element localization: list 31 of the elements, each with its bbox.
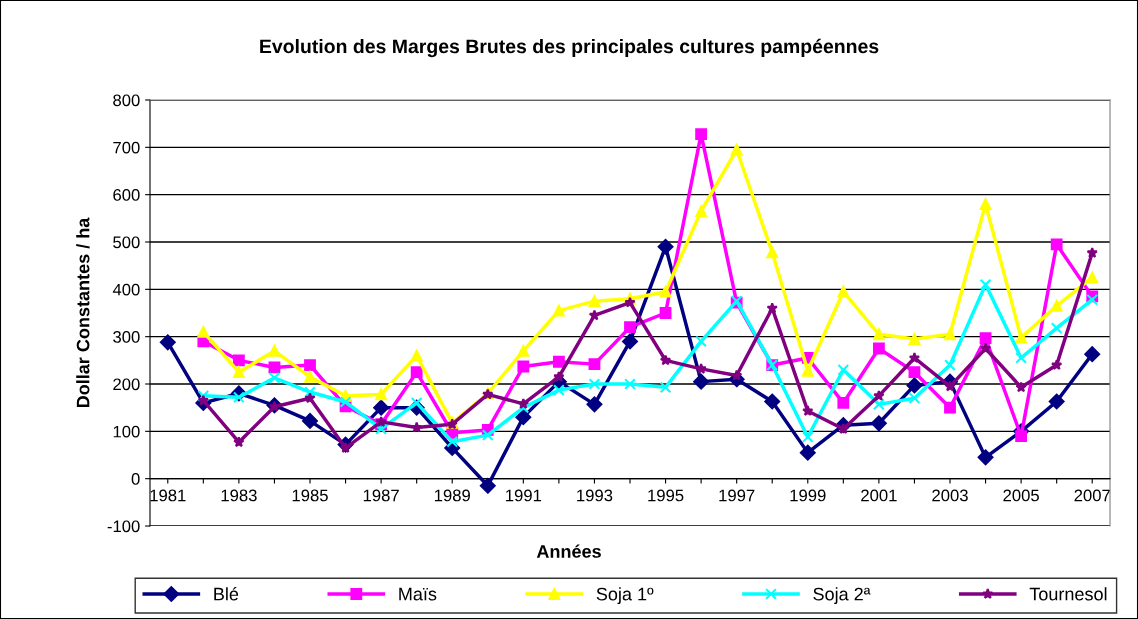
y-tick-label: 800 bbox=[113, 94, 140, 107]
x-tick-label: 2007 bbox=[1074, 489, 1110, 502]
y-tick-label: 400 bbox=[112, 283, 140, 296]
x-tick-label: 2001 bbox=[861, 489, 897, 502]
y-axis-title: Dollar Constantes / ha bbox=[76, 217, 90, 408]
x-tick-label: 1997 bbox=[719, 489, 755, 502]
y-tick-label: 0 bbox=[131, 473, 140, 485]
x-tick-label: 2005 bbox=[1003, 489, 1039, 502]
y-tick-label: 700 bbox=[113, 141, 140, 154]
y-tick-label: 100 bbox=[113, 425, 140, 438]
chart-title: Evolution des Marges Brutes des principales cultures pampéennes bbox=[260, 38, 879, 58]
y-tick-label: 200 bbox=[113, 378, 140, 391]
x-tick-label: 2003 bbox=[932, 489, 968, 502]
x-tick-label: 1999 bbox=[790, 489, 826, 502]
y-tick-label: 500 bbox=[113, 236, 140, 249]
legend-label: Soja 2ª bbox=[813, 587, 871, 605]
legend-label: Tournesol bbox=[1029, 587, 1107, 601]
y-tick-label: 600 bbox=[113, 189, 140, 201]
legend-label: Soja 1º bbox=[596, 587, 654, 605]
legend-label: Blé bbox=[214, 587, 239, 601]
x-tick-label: 1995 bbox=[648, 489, 684, 502]
y-tick-label: 300 bbox=[113, 331, 140, 343]
x-tick-label: 1985 bbox=[292, 489, 328, 502]
legend-label: Maïs bbox=[399, 587, 437, 601]
x-tick-label: 1983 bbox=[221, 489, 257, 502]
x-tick-label: 1987 bbox=[363, 489, 399, 502]
x-tick-label: 1989 bbox=[434, 489, 470, 502]
x-tick-label: 1991 bbox=[506, 489, 542, 502]
x-axis-title: Années bbox=[536, 544, 601, 558]
y-tick-label: -100 bbox=[107, 520, 140, 533]
x-tick-label: 1993 bbox=[577, 489, 613, 502]
